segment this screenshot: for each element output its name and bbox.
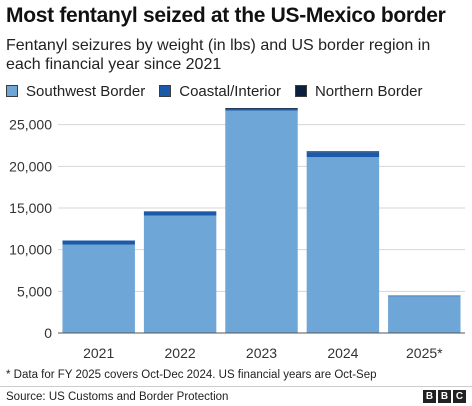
legend-item-northern: Northern Border <box>294 82 423 100</box>
bbc-logo-letter: C <box>453 390 466 403</box>
legend-swatch-southwest <box>6 85 18 97</box>
bbc-logo-letter: B <box>423 390 436 403</box>
bbc-logo: B B C <box>421 390 466 403</box>
bar-southwest <box>225 110 298 333</box>
bar-coastal <box>306 152 380 158</box>
bar-southwest <box>306 157 380 333</box>
source-text: Source: US Customs and Border Protection <box>6 391 229 403</box>
x-tick-label: 2023 <box>246 345 277 361</box>
x-tick-label: 2025* <box>406 345 443 361</box>
chart-footnote: * Data for FY 2025 covers Oct-Dec 2024. … <box>6 369 377 381</box>
bbc-logo-letter: B <box>438 390 451 403</box>
legend-swatch-coastal <box>159 85 172 97</box>
bar-northern <box>225 108 298 109</box>
y-tick-label: 20,000 <box>9 158 52 174</box>
bar-coastal <box>225 108 298 111</box>
bar-southwest <box>388 296 461 333</box>
bar-northern <box>306 151 380 153</box>
chart-title: Most fentanyl seized at the US-Mexico bo… <box>6 4 446 27</box>
legend-swatch-northern <box>294 85 307 97</box>
chart-subtitle: Fentanyl seizures by weight (in lbs) and… <box>6 37 431 73</box>
bar-southwest <box>143 215 217 333</box>
bar-coastal <box>388 295 461 297</box>
legend-item-coastal: Coastal/Interior <box>159 83 281 100</box>
bar-southwest <box>62 244 135 333</box>
legend-label-coastal: Coastal/Interior <box>179 82 281 100</box>
x-tick-label: 2021 <box>83 345 114 361</box>
bar-chart: 0 5,000 10,000 15,000 20,000 25,000 2021 2022 20… <box>9 108 465 361</box>
y-tick-label: 25,000 <box>9 117 52 133</box>
bar-coastal <box>62 240 135 245</box>
x-tick-label: 2022 <box>165 345 196 361</box>
y-tick-label: 15,000 <box>9 200 52 216</box>
y-tick-label: 10,000 <box>9 242 52 258</box>
chart-legend: Southwest Border Coastal/Interior Northe… <box>6 81 437 101</box>
x-tick-label: 2024 <box>327 345 358 361</box>
legend-label-northern: Northern Border <box>314 82 423 100</box>
y-tick-label: 0 <box>44 325 52 341</box>
bar-coastal <box>143 211 217 216</box>
y-tick-label: 5,000 <box>17 283 52 299</box>
source-bar: Source: US Customs and Border Protection… <box>0 386 472 406</box>
legend-label-southwest: Southwest Border <box>26 82 146 100</box>
legend-item-southwest: Southwest Border <box>6 83 145 100</box>
